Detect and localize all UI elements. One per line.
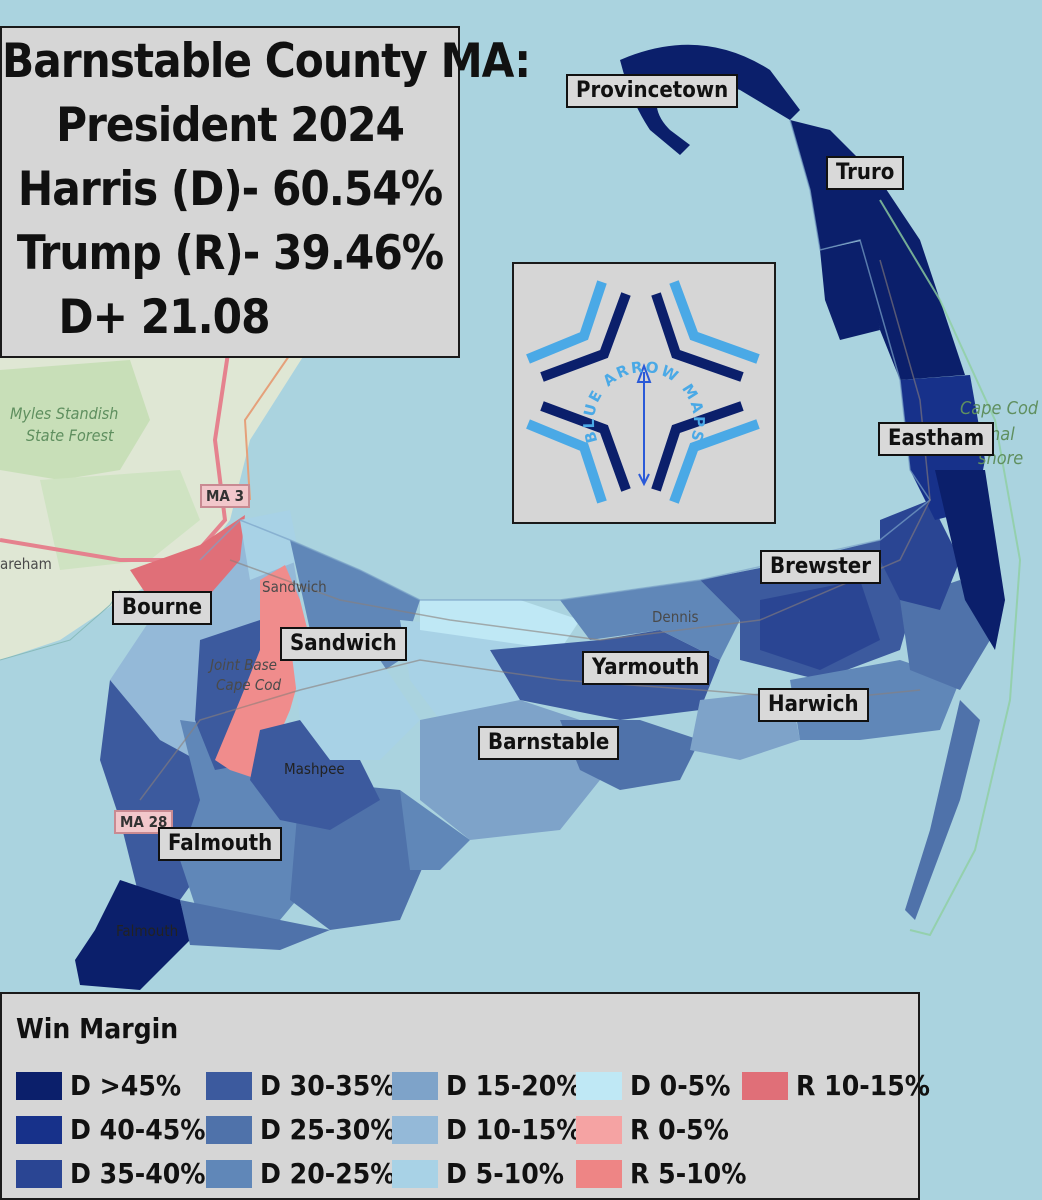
chevron-tl-inner bbox=[540, 292, 631, 382]
seashore-boundary bbox=[879, 199, 1022, 937]
region-brewster-dark bbox=[760, 580, 880, 670]
result-margin: D+ 21.08 bbox=[58, 290, 270, 345]
legend-label: D 10-15% bbox=[446, 1113, 582, 1146]
town-label-yarmouth: Yarmouth bbox=[582, 651, 710, 685]
place-sandwich: Sandwich bbox=[262, 578, 327, 596]
logo-box: BLUE ARROW MAPS bbox=[512, 262, 776, 524]
town-label-barnstable: Barnstable bbox=[478, 726, 620, 760]
logo-arrow-head bbox=[636, 363, 652, 383]
chevron-bl-inner bbox=[540, 401, 631, 492]
region-mashpee bbox=[250, 720, 380, 830]
region-sandwich-red bbox=[215, 565, 310, 780]
chevron-tr-outer bbox=[669, 280, 760, 364]
legend-label: D >45% bbox=[70, 1069, 182, 1102]
region-barnstable-south bbox=[400, 790, 470, 870]
town-label-sandwich: Sandwich bbox=[280, 627, 407, 661]
legend-swatch bbox=[206, 1072, 252, 1100]
region-wellfleet-west bbox=[820, 240, 880, 340]
legend-label: D 20-25% bbox=[260, 1157, 396, 1190]
title-line-county: Barnstable County MA: bbox=[2, 34, 531, 89]
legend-swatch bbox=[392, 1160, 438, 1188]
region-wellfleet bbox=[860, 240, 965, 380]
chevron-br-inner bbox=[651, 401, 744, 492]
legend-label: D 5-10% bbox=[446, 1157, 564, 1190]
legend-label: D 30-35% bbox=[260, 1069, 396, 1102]
legend-swatch bbox=[206, 1160, 252, 1188]
legend-swatch bbox=[16, 1116, 62, 1144]
legend-label: D 35-40% bbox=[70, 1157, 206, 1190]
logo-arrow-feather bbox=[638, 473, 650, 487]
county-outline bbox=[199, 119, 932, 601]
region-barnstable-marsh bbox=[420, 600, 580, 650]
legend-label: D 25-30% bbox=[260, 1113, 396, 1146]
seashore-label-2: nal bbox=[990, 424, 1015, 445]
town-label-provincetown: Provincetown bbox=[566, 74, 739, 108]
legend-swatch bbox=[576, 1160, 622, 1188]
place-joint-base-1: Joint Base bbox=[210, 656, 277, 674]
town-label-falmouth: Falmouth bbox=[158, 827, 283, 861]
place-mashpee: Mashpee bbox=[284, 760, 345, 778]
legend-title: Win Margin bbox=[16, 1012, 179, 1045]
chevron-tl-outer bbox=[526, 280, 607, 364]
legend-swatch bbox=[392, 1116, 438, 1144]
region-falmouth-coast bbox=[180, 900, 330, 950]
region-bourne-north bbox=[240, 510, 300, 580]
legend-swatch bbox=[392, 1072, 438, 1100]
chevron-tr-inner bbox=[651, 292, 744, 382]
legend-swatch bbox=[576, 1116, 622, 1144]
state-forest bbox=[0, 360, 150, 480]
legend-swatch bbox=[576, 1072, 622, 1100]
region-eastham-east bbox=[935, 470, 1005, 650]
region-dennis bbox=[560, 580, 740, 660]
result-harris: Harris (D)- 60.54% bbox=[17, 162, 443, 217]
result-trump: Trump (R)- 39.46% bbox=[16, 226, 444, 281]
legend-label: R 0-5% bbox=[630, 1113, 729, 1146]
region-monomoy bbox=[905, 700, 980, 920]
seashore-label-1: Cape Cod bbox=[960, 398, 1039, 419]
legend-swatch bbox=[206, 1116, 252, 1144]
blue-arrow-maps-logo: BLUE ARROW MAPS bbox=[526, 280, 760, 504]
chevron-bl-outer bbox=[526, 419, 607, 504]
place-falmouth: Falmouth bbox=[116, 922, 179, 940]
legend-label: R 10-15% bbox=[796, 1069, 930, 1102]
town-label-harwich: Harwich bbox=[758, 688, 869, 722]
town-label-eastham: Eastham bbox=[878, 422, 995, 456]
legend: Win Margin D >45% D 40-45% D 35-40% D 30-35… bbox=[0, 992, 930, 1200]
forest-patch bbox=[40, 470, 200, 570]
forest-label-line2: State Forest bbox=[26, 426, 114, 445]
region-orleans bbox=[880, 500, 960, 610]
forest-label-line1: Myles Standish bbox=[10, 404, 119, 423]
region-provincetown bbox=[620, 44, 800, 155]
legend-label: R 5-10% bbox=[630, 1157, 747, 1190]
town-label-brewster: Brewster bbox=[760, 550, 881, 584]
region-bourne-red bbox=[130, 515, 245, 600]
region-sandwich-light bbox=[290, 640, 420, 760]
place-wareham: areham bbox=[0, 555, 52, 573]
place-joint-base-2: Cape Cod bbox=[216, 676, 282, 694]
title-box: Barnstable County MA: President 2024 Har… bbox=[0, 26, 531, 358]
town-label-truro: Truro bbox=[826, 156, 905, 190]
title-line-race: President 2024 bbox=[56, 98, 405, 153]
town-label-bourne: Bourne bbox=[112, 591, 213, 625]
legend-swatch bbox=[16, 1072, 62, 1100]
legend-swatch bbox=[16, 1160, 62, 1188]
place-dennis: Dennis bbox=[652, 608, 699, 626]
legend-label: D 40-45% bbox=[70, 1113, 206, 1146]
shield-ma3: MA 3 bbox=[200, 484, 250, 508]
region-chatham bbox=[900, 580, 990, 690]
coast-road bbox=[243, 339, 301, 501]
legend-label: D 15-20% bbox=[446, 1069, 582, 1102]
region-falmouth-south bbox=[75, 880, 190, 990]
chevron-br-outer bbox=[669, 419, 760, 504]
legend-swatch bbox=[742, 1072, 788, 1100]
legend-label: D 0-5% bbox=[630, 1069, 731, 1102]
